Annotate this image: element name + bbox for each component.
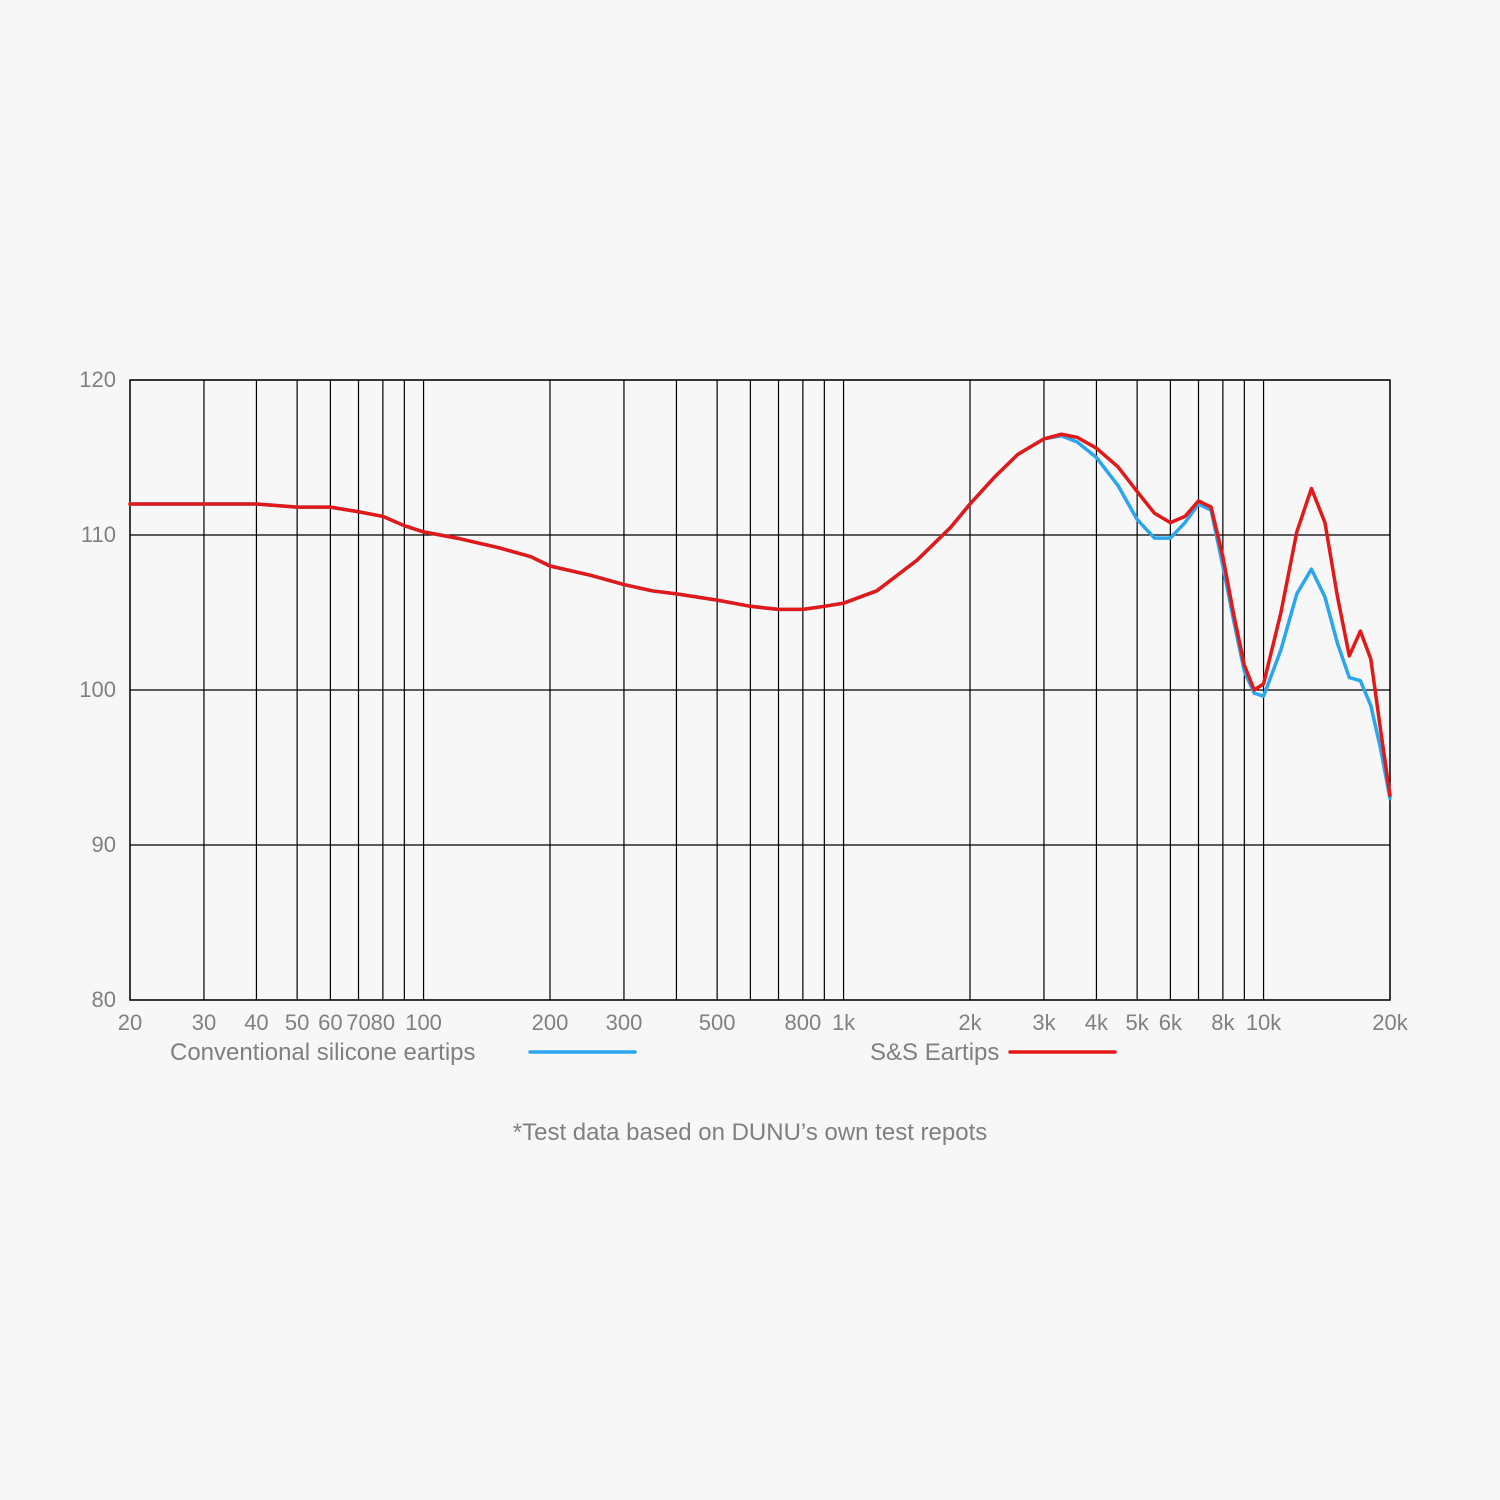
x-tick-label: 3k bbox=[1032, 1010, 1056, 1035]
chart-container: 8090100110120203040506070801002003005008… bbox=[0, 0, 1500, 1500]
x-tick-label: 500 bbox=[699, 1010, 736, 1035]
x-tick-label: 30 bbox=[192, 1010, 216, 1035]
y-tick-label: 80 bbox=[92, 987, 116, 1012]
y-tick-label: 100 bbox=[79, 677, 116, 702]
x-tick-label: 20 bbox=[118, 1010, 142, 1035]
legend-label-ss: S&S Eartips bbox=[870, 1039, 999, 1066]
x-tick-label: 200 bbox=[532, 1010, 569, 1035]
x-tick-label: 6k bbox=[1159, 1010, 1183, 1035]
y-tick-label: 90 bbox=[92, 832, 116, 857]
x-tick-label: 4k bbox=[1085, 1010, 1109, 1035]
x-tick-label: 100 bbox=[405, 1010, 442, 1035]
y-tick-label: 110 bbox=[81, 522, 116, 547]
x-tick-label: 2k bbox=[958, 1010, 982, 1035]
x-tick-label: 50 bbox=[285, 1010, 309, 1035]
x-tick-label: 1k bbox=[832, 1010, 856, 1035]
x-tick-label: 300 bbox=[606, 1010, 643, 1035]
legend-label-conventional: Conventional silicone eartips bbox=[170, 1039, 476, 1066]
x-tick-label: 70 bbox=[346, 1010, 370, 1035]
x-tick-label: 20k bbox=[1372, 1010, 1408, 1035]
x-tick-label: 40 bbox=[244, 1010, 268, 1035]
x-tick-label: 800 bbox=[785, 1010, 822, 1035]
y-tick-label: 120 bbox=[79, 367, 116, 392]
x-tick-label: 60 bbox=[318, 1010, 342, 1035]
x-tick-label: 8k bbox=[1211, 1010, 1235, 1035]
x-tick-label: 5k bbox=[1126, 1010, 1150, 1035]
x-tick-label: 10k bbox=[1246, 1010, 1282, 1035]
freq-response-chart: 8090100110120203040506070801002003005008… bbox=[0, 0, 1500, 1500]
chart-footnote: *Test data based on DUNU’s own test repo… bbox=[513, 1119, 987, 1146]
x-tick-label: 80 bbox=[371, 1010, 395, 1035]
